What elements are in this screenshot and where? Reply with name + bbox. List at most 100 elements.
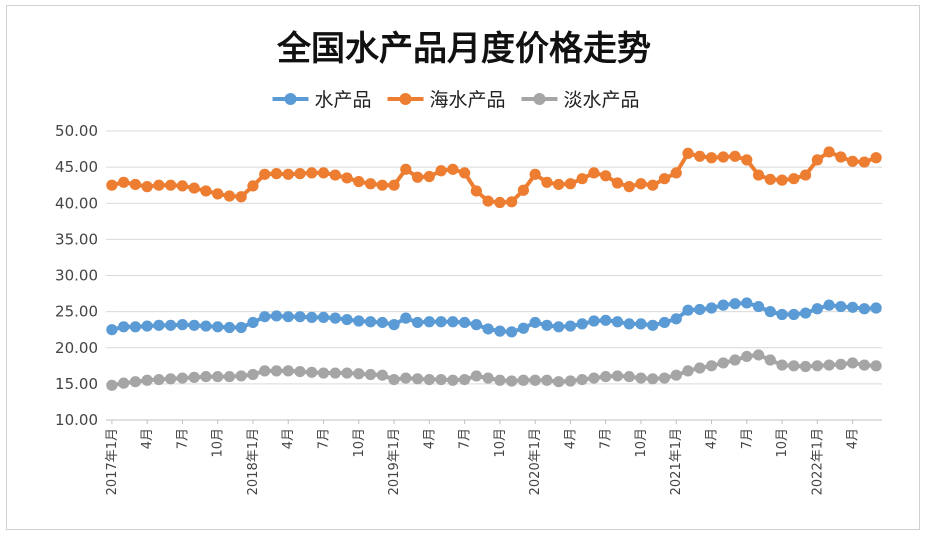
x-tick-label: 7月 (599, 428, 614, 449)
data-point (799, 169, 812, 181)
data-point (270, 310, 283, 322)
legend-swatch-marker (284, 93, 297, 105)
x-tick-label: 4月 (281, 428, 296, 449)
x-tick-label: 7月 (175, 428, 190, 449)
legend-label: 淡水产品 (564, 89, 640, 111)
data-point (317, 311, 330, 324)
data-point (811, 303, 823, 315)
data-point (165, 319, 177, 331)
data-point (482, 195, 494, 207)
data-point (870, 360, 882, 372)
data-point (329, 312, 341, 324)
data-point (658, 316, 671, 329)
data-point (752, 169, 765, 181)
data-point (423, 373, 435, 386)
data-point (764, 354, 776, 366)
data-point (247, 316, 259, 329)
x-tick-label: 4月 (140, 428, 155, 449)
data-point (188, 182, 200, 194)
data-point (529, 168, 541, 180)
data-point (694, 303, 706, 316)
y-tick-label: 45.00 (55, 158, 98, 176)
data-point (411, 171, 424, 183)
data-point (306, 366, 318, 378)
data-point (247, 180, 259, 192)
data-point (506, 326, 518, 338)
data-point (259, 311, 271, 323)
data-point (823, 299, 835, 311)
data-point (129, 321, 141, 333)
data-point (506, 196, 518, 208)
data-point (788, 308, 800, 321)
data-point (682, 365, 694, 377)
data-point (482, 372, 494, 384)
data-point (329, 367, 341, 379)
data-point (729, 298, 741, 310)
data-point (106, 179, 118, 191)
data-point (259, 168, 271, 180)
data-point (470, 319, 482, 331)
data-point (388, 319, 400, 331)
x-tick-label: 2017年1月 (105, 428, 120, 495)
y-tick-label: 25.00 (55, 303, 98, 321)
data-point (153, 179, 165, 191)
data-point (506, 375, 518, 387)
data-point (247, 368, 259, 381)
data-point (235, 191, 247, 203)
data-point (764, 306, 776, 318)
data-point (623, 181, 635, 193)
data-point (423, 170, 435, 183)
x-tick-label: 2018年1月 (246, 428, 261, 495)
data-point (611, 177, 624, 189)
data-point (799, 360, 812, 373)
data-point (294, 311, 306, 323)
data-point (494, 325, 506, 337)
data-point (212, 188, 224, 200)
data-point (788, 173, 800, 185)
data-point (212, 371, 224, 383)
data-point (529, 316, 541, 329)
data-point (294, 365, 306, 378)
data-point (400, 372, 412, 384)
data-point (470, 370, 482, 382)
data-point (705, 302, 718, 314)
data-point (388, 373, 400, 386)
data-point (647, 373, 659, 385)
data-point (529, 374, 541, 386)
legend-swatch-marker (533, 93, 546, 105)
data-point (447, 374, 459, 386)
data-point (823, 359, 835, 371)
x-tick-label: 10月 (211, 428, 226, 458)
data-point (176, 372, 189, 384)
data-point (341, 313, 353, 326)
data-point (741, 297, 753, 309)
data-point (153, 319, 165, 331)
data-point (764, 173, 776, 186)
data-point (235, 321, 247, 334)
data-point (623, 371, 635, 383)
y-tick-label: 40.00 (55, 194, 98, 212)
data-point (600, 170, 612, 182)
data-point (576, 373, 588, 386)
data-point (282, 365, 294, 377)
data-point (459, 373, 471, 386)
y-tick-label: 35.00 (55, 230, 98, 248)
x-tick-label: 2019年1月 (387, 428, 402, 495)
data-point (306, 167, 318, 179)
y-tick-label: 30.00 (55, 267, 98, 285)
data-point (635, 178, 647, 190)
data-point (858, 303, 870, 315)
data-point (658, 173, 671, 185)
data-point (447, 316, 459, 328)
data-point (576, 173, 588, 185)
y-tick-label: 20.00 (55, 339, 98, 357)
data-point (400, 163, 412, 175)
chart-frame (6, 5, 920, 530)
data-point (647, 319, 659, 331)
data-point (670, 369, 682, 381)
data-point (235, 370, 247, 382)
data-point (835, 300, 847, 313)
data-point (553, 178, 565, 191)
data-point (553, 321, 565, 333)
data-point (564, 375, 577, 387)
